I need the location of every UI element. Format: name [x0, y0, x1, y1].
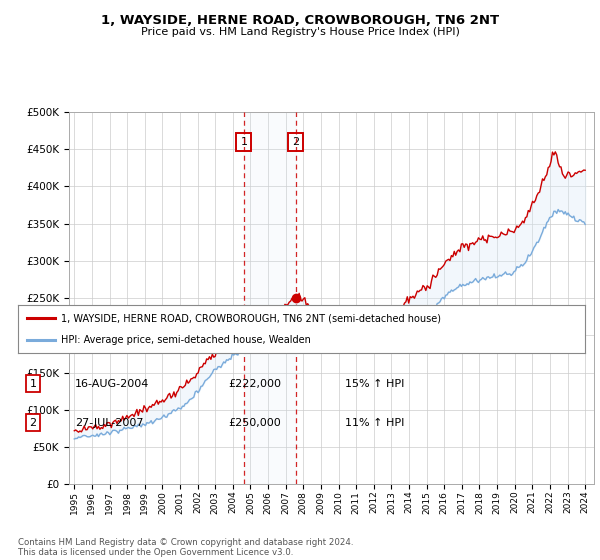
- Text: 27-JUL-2007: 27-JUL-2007: [75, 418, 143, 428]
- Text: Contains HM Land Registry data © Crown copyright and database right 2024.
This d: Contains HM Land Registry data © Crown c…: [18, 538, 353, 557]
- Text: 2: 2: [29, 418, 37, 428]
- Text: 15% ↑ HPI: 15% ↑ HPI: [345, 379, 404, 389]
- Text: 1: 1: [241, 137, 247, 147]
- Text: £222,000: £222,000: [228, 379, 281, 389]
- Text: 16-AUG-2004: 16-AUG-2004: [75, 379, 149, 389]
- Text: £250,000: £250,000: [228, 418, 281, 428]
- Text: 11% ↑ HPI: 11% ↑ HPI: [345, 418, 404, 428]
- Text: 1, WAYSIDE, HERNE ROAD, CROWBOROUGH, TN6 2NT (semi-detached house): 1, WAYSIDE, HERNE ROAD, CROWBOROUGH, TN6…: [61, 313, 440, 323]
- Text: Price paid vs. HM Land Registry's House Price Index (HPI): Price paid vs. HM Land Registry's House …: [140, 27, 460, 37]
- Text: 2: 2: [292, 137, 299, 147]
- Text: 1: 1: [29, 379, 37, 389]
- Text: 1, WAYSIDE, HERNE ROAD, CROWBOROUGH, TN6 2NT: 1, WAYSIDE, HERNE ROAD, CROWBOROUGH, TN6…: [101, 14, 499, 27]
- Bar: [244, 112, 296, 484]
- Text: HPI: Average price, semi-detached house, Wealden: HPI: Average price, semi-detached house,…: [61, 335, 310, 345]
